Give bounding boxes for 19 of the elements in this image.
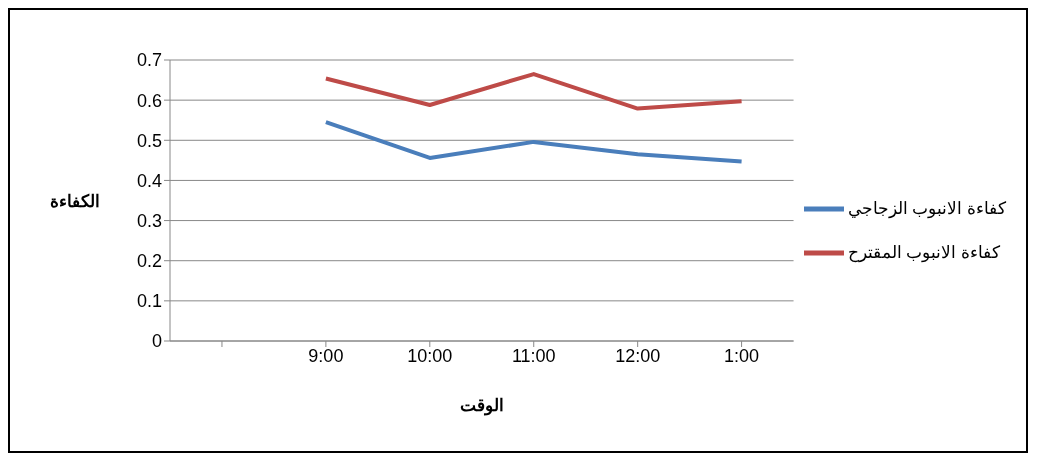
- x-tick-label: 1:00: [724, 345, 760, 366]
- y-tick-label: 0.1: [136, 291, 162, 312]
- x-axis-title: الوقت: [459, 396, 504, 416]
- line-series: [323, 120, 744, 164]
- y-tick-label: 0.3: [136, 210, 162, 231]
- x-tick-label: 9:00: [308, 345, 344, 366]
- legend-label: كفاءة الانبوب المقترح: [847, 242, 1000, 262]
- y-axis-title: الكفاءة: [50, 191, 100, 211]
- y-tick-label: 0: [151, 331, 162, 352]
- x-tick-label: 11:00: [511, 345, 556, 366]
- x-tick-label: 12:00: [615, 345, 661, 366]
- y-tick-label: 0.2: [136, 251, 162, 272]
- y-tick-label: 0.6: [136, 90, 162, 111]
- legend-label: كفاءة الانبوب الزجاجي: [847, 198, 1006, 218]
- line-series: [323, 72, 744, 111]
- y-tick-label: 0.7: [136, 50, 162, 71]
- x-tick-label: 10:00: [407, 345, 453, 366]
- y-tick-label: 0.4: [136, 170, 162, 191]
- y-tick-label: 0.5: [136, 130, 162, 151]
